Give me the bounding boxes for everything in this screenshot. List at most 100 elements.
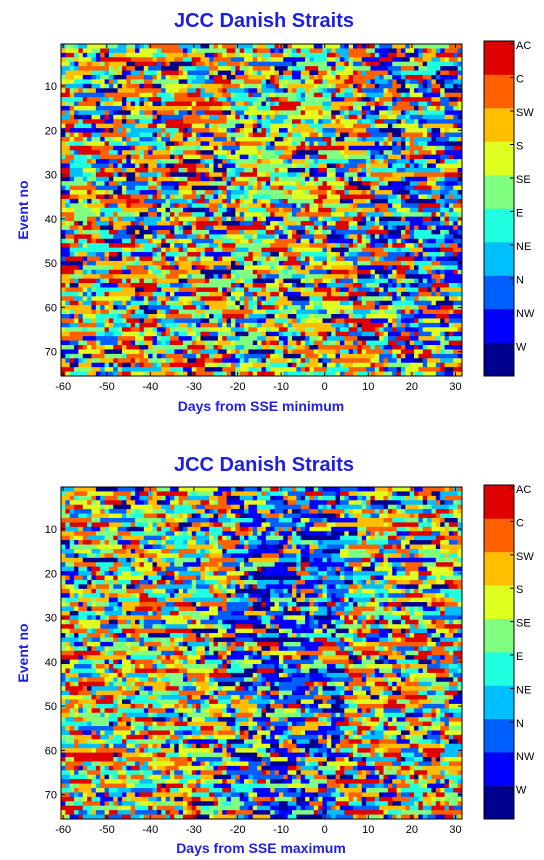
- heatmap-cell: [357, 136, 363, 142]
- heatmap-cell: [431, 114, 437, 120]
- heatmap-cell: [200, 247, 206, 253]
- heatmap-cell: [61, 274, 66, 280]
- heatmap-cell: [300, 265, 306, 271]
- heatmap-cell: [126, 265, 132, 271]
- heatmap-cells: [61, 44, 463, 377]
- chart-top: JCC Danish Straits -60 -50 -40 -30 -20 -10 0 10…: [15, 10, 535, 414]
- heatmap-cell: [270, 44, 275, 49]
- heatmap-cell: [296, 57, 302, 63]
- heatmap-cell: [457, 110, 463, 116]
- heatmap-cell: [191, 114, 197, 120]
- heatmap-cell: [361, 101, 367, 107]
- heatmap-cell: [226, 221, 232, 226]
- heatmap-cell: [143, 150, 149, 156]
- heatmap-cell: [361, 265, 367, 271]
- heatmap-cell: [348, 176, 354, 182]
- heatmap-cell: [453, 181, 459, 187]
- heatmap-cell: [239, 203, 245, 209]
- heatmap-cell: [418, 221, 424, 226]
- heatmap-cell: [448, 172, 454, 178]
- heatmap-cell: [122, 212, 127, 218]
- heatmap-cell: [366, 212, 371, 218]
- heatmap-cell: [257, 167, 262, 173]
- heatmap-cell: [74, 70, 79, 76]
- heatmap-cell: [108, 260, 114, 266]
- heatmap-cell: [387, 128, 393, 133]
- heatmap-cell: [313, 278, 319, 284]
- heatmap-cell: [61, 66, 66, 71]
- heatmap-cell: [95, 283, 101, 288]
- heatmap-cell: [270, 97, 275, 102]
- heatmap-cell: [191, 92, 197, 98]
- heatmap-cell: [418, 247, 424, 253]
- heatmap-cell: [196, 269, 201, 275]
- heatmap-cell: [379, 145, 384, 151]
- heatmap-cell: [200, 221, 206, 226]
- heatmap-cell: [135, 57, 140, 63]
- heatmap-cell: [117, 198, 123, 204]
- heatmap-cell: [374, 172, 380, 178]
- heatmap-cell: [405, 123, 411, 129]
- heatmap-cell: [161, 52, 167, 58]
- heatmap-cell: [122, 194, 127, 200]
- heatmap-cell: [357, 252, 363, 257]
- heatmap-cell: [108, 176, 114, 182]
- heatmap-cell: [126, 66, 132, 71]
- heatmap-cell: [353, 252, 358, 257]
- heatmap-cell: [370, 66, 376, 71]
- heatmap-cell: [379, 61, 384, 67]
- heatmap-cell: [217, 57, 223, 63]
- heatmap-cell: [204, 136, 210, 142]
- heatmap-cell: [113, 136, 119, 142]
- heatmap-cell: [414, 105, 419, 111]
- heatmap-cell: [392, 278, 398, 284]
- heatmap-cell: [318, 247, 323, 253]
- heatmap-cell: [431, 185, 437, 191]
- heatmap-cell: [400, 176, 406, 182]
- heatmap-cell: [448, 88, 454, 94]
- heatmap-cell: [414, 269, 419, 275]
- heatmap-cell: [339, 229, 345, 235]
- heatmap-cell: [265, 52, 271, 58]
- heatmap-cell: [204, 105, 210, 111]
- heatmap-cell: [427, 159, 432, 164]
- heatmap-cell: [409, 66, 415, 71]
- heatmap-cell: [183, 194, 188, 200]
- heatmap-cell: [122, 101, 127, 107]
- heatmap-cell: [374, 185, 380, 191]
- heatmap-cell: [444, 123, 450, 129]
- heatmap-cell: [448, 154, 454, 160]
- heatmap-cell: [348, 203, 354, 209]
- heatmap-cell: [453, 194, 459, 200]
- heatmap-cell: [370, 88, 376, 94]
- heatmap-cell: [370, 265, 376, 271]
- heatmap-cell: [100, 154, 105, 160]
- heatmap-cell: [335, 198, 341, 204]
- heatmap-cell: [74, 185, 79, 191]
- heatmap-cell: [87, 194, 92, 200]
- heatmap-cell: [104, 119, 110, 125]
- heatmap-cell: [113, 145, 119, 151]
- heatmap-cell: [296, 252, 302, 257]
- heatmap-cell: [209, 225, 214, 231]
- heatmap-cell: [174, 269, 180, 275]
- heatmap-cell: [65, 110, 71, 116]
- heatmap-cell: [191, 172, 197, 178]
- heatmap-cell: [300, 260, 306, 266]
- heatmap-cell: [300, 110, 306, 116]
- heatmap-cell: [387, 194, 393, 200]
- heatmap-cell: [152, 83, 158, 89]
- heatmap-cell: [91, 119, 97, 125]
- heatmap-cell: [318, 260, 323, 266]
- heatmap-cell: [409, 274, 415, 280]
- heatmap-cell: [457, 212, 463, 218]
- heatmap-cell: [100, 269, 105, 275]
- heatmap-cell: [191, 194, 197, 200]
- heatmap-cell: [200, 132, 206, 138]
- heatmap-cell: [396, 225, 402, 231]
- heatmap-cell: [361, 79, 367, 85]
- heatmap-cell: [65, 44, 71, 49]
- heatmap-cell: [392, 229, 398, 235]
- heatmap-cell: [453, 97, 459, 102]
- heatmap-cell: [274, 123, 280, 129]
